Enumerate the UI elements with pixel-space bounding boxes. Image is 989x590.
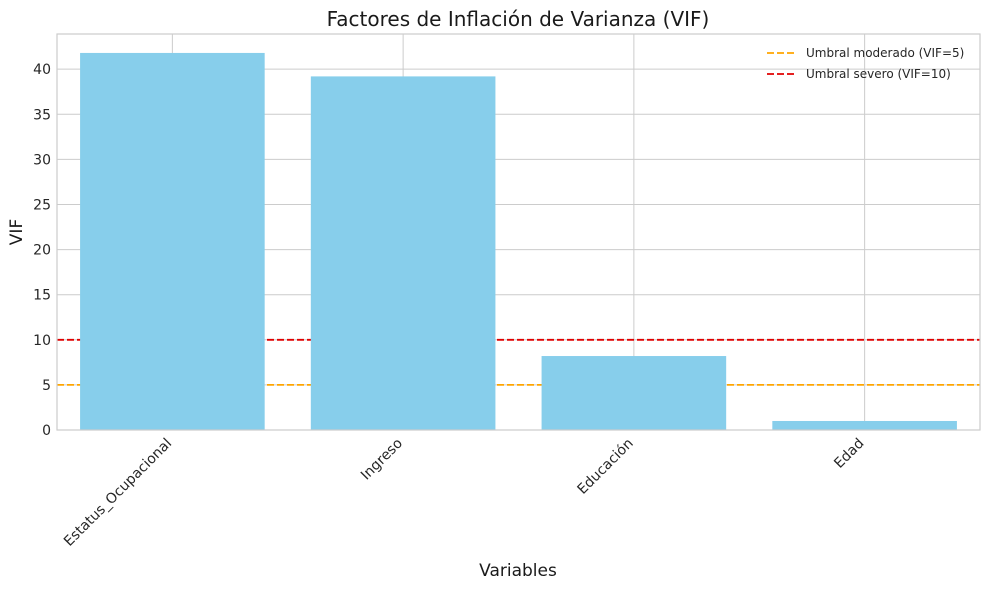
y-tick-label: 0 xyxy=(42,423,51,439)
y-tick-label: 35 xyxy=(33,107,51,123)
x-axis-ticks: Estatus_Ocupacional Ingreso Educación Edad xyxy=(61,436,867,550)
x-axis-label: Variables xyxy=(479,561,557,581)
y-axis-ticks: 0 5 10 15 20 25 30 35 40 xyxy=(33,62,51,439)
bar xyxy=(772,420,957,430)
legend-label: Umbral severo (VIF=10) xyxy=(806,67,951,81)
legend-label: Umbral moderado (VIF=5) xyxy=(806,46,964,60)
x-tick-label: Edad xyxy=(831,436,867,472)
y-tick-label: 10 xyxy=(33,333,51,349)
y-tick-label: 15 xyxy=(33,288,51,304)
bar xyxy=(80,52,265,430)
y-axis-label: VIF xyxy=(7,219,27,245)
chart-title: Factores de Inflación de Varianza (VIF) xyxy=(327,7,710,31)
y-tick-label: 20 xyxy=(33,243,51,259)
y-tick-label: 25 xyxy=(33,197,51,213)
x-tick-label: Educación xyxy=(575,436,637,498)
bars xyxy=(80,52,957,430)
y-tick-label: 30 xyxy=(33,152,51,168)
plot-frame xyxy=(56,33,981,431)
x-tick-label: Ingreso xyxy=(358,436,406,484)
y-tick-label: 40 xyxy=(33,62,51,78)
legend: Umbral moderado (VIF=5) Umbral severo (VI… xyxy=(767,46,964,81)
x-tick-label: Estatus_Ocupacional xyxy=(61,436,175,550)
y-tick-label: 5 xyxy=(42,378,51,394)
bar xyxy=(541,356,727,430)
bar xyxy=(310,76,496,430)
